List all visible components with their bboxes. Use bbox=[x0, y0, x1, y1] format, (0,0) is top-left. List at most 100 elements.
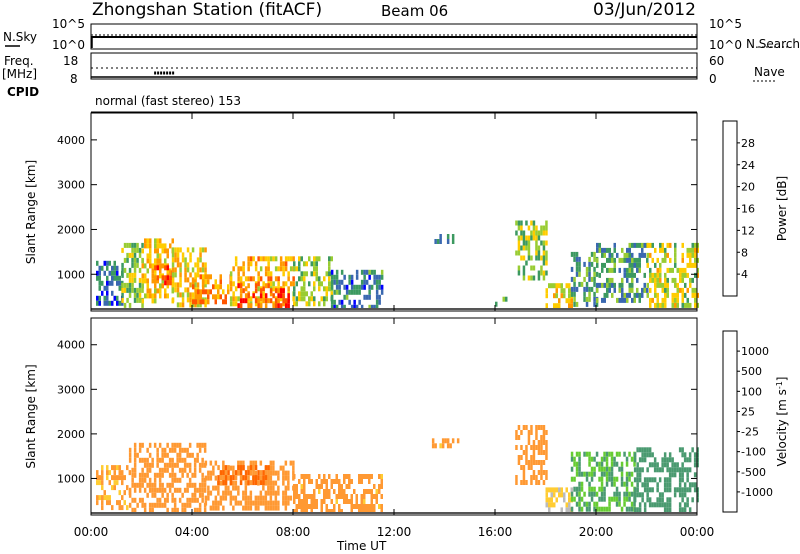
heatmap-cell bbox=[545, 220, 548, 226]
heatmap-cell bbox=[298, 266, 301, 272]
heatmap-cell bbox=[244, 293, 248, 299]
heatmap-cell bbox=[171, 272, 175, 278]
heatmap-cell bbox=[600, 491, 604, 497]
heatmap-cell bbox=[681, 292, 684, 298]
heatmap-cell bbox=[537, 470, 541, 475]
heatmap-cell bbox=[681, 242, 684, 248]
heatmap-cell bbox=[439, 443, 442, 449]
heatmap-cell bbox=[522, 265, 526, 271]
heatmap-cell bbox=[133, 267, 137, 273]
heatmap-cell bbox=[323, 296, 326, 302]
heatmap-cell bbox=[259, 460, 263, 466]
heatmap-cell bbox=[274, 276, 278, 282]
heatmap-cell bbox=[525, 220, 528, 226]
heatmap-cell bbox=[625, 506, 629, 512]
heatmap-cell bbox=[686, 502, 689, 508]
y-tick-label: 1000 bbox=[57, 268, 85, 281]
heatmap-cell bbox=[300, 499, 303, 504]
heatmap-cell bbox=[151, 502, 154, 508]
colorbar-tick-label: -500 bbox=[741, 466, 766, 479]
heatmap-cell bbox=[686, 477, 689, 483]
heatmap-cell bbox=[123, 267, 127, 273]
heatmap-cell bbox=[545, 440, 548, 445]
heatmap-cell bbox=[696, 272, 699, 278]
heatmap-cell bbox=[279, 303, 283, 309]
heatmap-cell bbox=[380, 479, 383, 484]
heatmap-cell bbox=[525, 480, 528, 485]
heatmap-cell bbox=[111, 280, 114, 286]
heatmap-cell bbox=[325, 479, 328, 484]
heatmap-cell bbox=[305, 271, 308, 277]
heatmap-cell bbox=[161, 492, 164, 498]
heatmap-cell bbox=[575, 466, 579, 472]
heatmap-cell bbox=[214, 294, 217, 300]
heatmap-cell bbox=[630, 456, 634, 462]
heatmap-cell bbox=[254, 283, 258, 289]
heatmap-cell bbox=[179, 267, 182, 273]
heatmap-cell bbox=[252, 460, 255, 466]
y-tick-label: 1000 bbox=[57, 472, 85, 485]
heatmap-cell bbox=[146, 288, 149, 294]
heatmap-cell bbox=[219, 480, 223, 486]
heatmap-cell bbox=[179, 292, 182, 298]
heatmap-cell bbox=[530, 465, 533, 470]
heatmap-cell bbox=[628, 491, 631, 497]
heatmap-cell bbox=[615, 491, 619, 497]
heatmap-cell bbox=[149, 263, 152, 269]
heatmap-cell bbox=[153, 477, 157, 483]
heatmap-cell bbox=[141, 442, 144, 448]
heatmap-cell bbox=[234, 480, 238, 486]
heatmap-cell bbox=[131, 497, 134, 503]
heatmap-cell bbox=[156, 447, 159, 453]
heatmap-cell bbox=[370, 304, 374, 310]
heatmap-cell bbox=[517, 235, 521, 241]
heatmap-cell bbox=[553, 502, 556, 508]
heatmap-cell bbox=[279, 288, 283, 294]
heatmap-cell bbox=[242, 495, 245, 501]
heatmap-cell bbox=[224, 465, 228, 471]
heatmap-cell bbox=[289, 495, 293, 501]
heatmap-cell bbox=[532, 235, 536, 241]
heatmap-cell bbox=[656, 467, 659, 473]
heatmap-cell bbox=[287, 271, 290, 277]
date-title: 03/Jun/2012 bbox=[593, 0, 696, 20]
heatmap-cell bbox=[318, 276, 321, 282]
heatmap-cell bbox=[676, 282, 679, 288]
heatmap-cell bbox=[274, 480, 278, 486]
heatmap-cell bbox=[274, 470, 278, 476]
heatmap-cell bbox=[585, 501, 589, 507]
heatmap-cell bbox=[540, 460, 543, 465]
heatmap-cell bbox=[520, 225, 523, 231]
y-axis-label: Slant Range [km] bbox=[24, 364, 38, 468]
heatmap-cell bbox=[106, 495, 109, 501]
heatmap-cell bbox=[234, 296, 238, 302]
heatmap-cell bbox=[686, 252, 689, 258]
heatmap-cell bbox=[293, 489, 296, 494]
heatmap-cell bbox=[545, 288, 548, 294]
heatmap-cell bbox=[168, 462, 172, 468]
heatmap-cell bbox=[631, 272, 634, 278]
heatmap-cell bbox=[284, 256, 288, 262]
heatmap-cell bbox=[638, 502, 642, 508]
heatmap-cell bbox=[141, 287, 144, 293]
heatmap-cell bbox=[113, 265, 116, 271]
heatmap-cell bbox=[126, 257, 129, 263]
heatmap-cell bbox=[188, 477, 192, 483]
heatmap-cell bbox=[661, 497, 664, 503]
heatmap-cell bbox=[204, 262, 207, 268]
heatmap-cell bbox=[626, 252, 629, 258]
heatmap-cell bbox=[292, 465, 295, 471]
heatmap-cell bbox=[136, 452, 139, 458]
colorbar-tick-label: 8 bbox=[741, 246, 748, 259]
heatmap-cell bbox=[585, 471, 589, 477]
heatmap-cell bbox=[207, 485, 210, 491]
heatmap-cell bbox=[550, 502, 553, 508]
heatmap-cell bbox=[696, 487, 699, 493]
heatmap-cell bbox=[679, 277, 682, 283]
heatmap-cell bbox=[641, 482, 644, 488]
heatmap-cell bbox=[495, 301, 498, 307]
colorbar-tick-label: 20 bbox=[741, 181, 755, 194]
heatmap-cell bbox=[242, 281, 245, 287]
heatmap-cell bbox=[212, 500, 215, 506]
heatmap-cell bbox=[615, 496, 619, 502]
